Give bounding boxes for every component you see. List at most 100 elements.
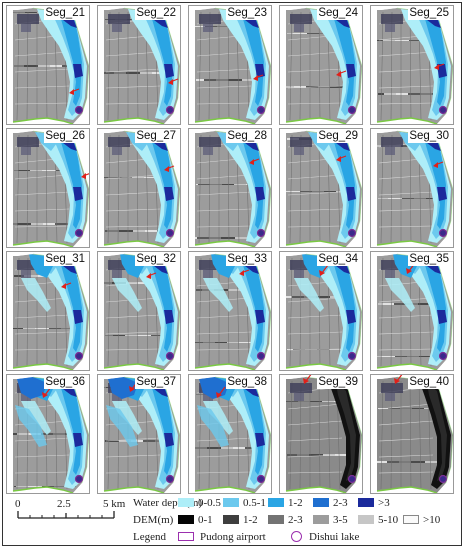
dem-class-label: >10 [423, 514, 441, 526]
flood-map [12, 253, 89, 370]
dishui-lake-symbol [291, 531, 302, 542]
segment-label: Seg_23 [226, 7, 268, 20]
segment-label: Seg_33 [226, 253, 268, 266]
inundation-arrow [216, 386, 226, 398]
flood-map [285, 253, 362, 370]
inundation-arrow [168, 78, 179, 85]
segment-label: Seg_36 [44, 376, 86, 389]
segment-label: Seg_24 [317, 7, 359, 20]
map-panel: Seg_29 [279, 128, 363, 248]
scale-bar [17, 511, 115, 519]
inundation-arrow [61, 282, 72, 289]
segment-label: Seg_28 [226, 130, 268, 143]
map-panel: Seg_27 [97, 128, 181, 248]
water-depth-class-label: 0.5-1 [243, 497, 266, 509]
water-depth-swatch [223, 498, 239, 507]
flood-map [376, 130, 453, 247]
dishui-lake-marker [74, 228, 84, 238]
inundation-arrow [336, 155, 347, 162]
map-panel: Seg_35 [370, 251, 454, 371]
flood-map [285, 7, 362, 124]
dem-swatch [178, 515, 194, 524]
dem-swatch [358, 515, 374, 524]
scale-label-0: 0 [15, 498, 21, 510]
pudong-airport-label: Pudong airport [200, 531, 266, 543]
segment-label: Seg_37 [135, 376, 177, 389]
flood-map [285, 130, 362, 247]
dishui-lake-marker [256, 228, 266, 238]
inundation-arrow [434, 63, 445, 70]
segment-label: Seg_27 [135, 130, 177, 143]
dishui-lake-marker [347, 474, 357, 484]
segment-label: Seg_34 [317, 253, 359, 266]
dishui-lake-marker [347, 351, 357, 361]
inundation-arrow [69, 88, 80, 95]
inundation-arrow [336, 70, 347, 77]
dem-swatch [268, 515, 284, 524]
inundation-arrow [146, 272, 157, 279]
inundation-arrow [394, 375, 403, 384]
segment-label: Seg_30 [408, 130, 450, 143]
segment-label: Seg_38 [226, 376, 268, 389]
segment-label: Seg_40 [408, 376, 450, 389]
segment-label: Seg_35 [408, 253, 450, 266]
map-panel: Seg_31 [6, 251, 90, 371]
flood-map [103, 130, 180, 247]
flood-map [376, 375, 453, 493]
scale-label-mid: 2.5 [57, 498, 71, 510]
flood-map [194, 7, 271, 124]
map-panel: Seg_39 [279, 374, 363, 494]
dishui-lake-marker [74, 105, 84, 115]
water-depth-swatch [268, 498, 284, 507]
dishui-lake-marker [165, 474, 175, 484]
segment-label: Seg_29 [317, 130, 359, 143]
dem-class-label: 0-1 [198, 514, 213, 526]
map-panel: Seg_40 [370, 374, 454, 494]
map-panel: Seg_22 [97, 5, 181, 125]
map-panel: Seg_26 [6, 128, 90, 248]
dishui-lake-marker [347, 228, 357, 238]
flood-map [376, 7, 453, 124]
dishui-lake-label: Dishui lake [309, 531, 360, 543]
dishui-lake-marker [438, 351, 448, 361]
segment-label: Seg_25 [408, 7, 450, 20]
dem-swatch [403, 515, 419, 524]
map-panel: Seg_33 [188, 251, 272, 371]
dishui-lake-marker [256, 105, 266, 115]
legend: 0 2.5 5 km Water depth(m) DEM(m) Legend … [0, 492, 466, 550]
flood-map [103, 253, 180, 370]
dishui-lake-marker [438, 105, 448, 115]
inundation-arrow [239, 269, 250, 276]
segment-label: Seg_32 [135, 253, 177, 266]
pudong-airport-symbol [178, 532, 194, 541]
inundation-arrow [303, 375, 312, 384]
water-depth-class-label: >3 [378, 497, 390, 509]
dishui-lake-marker [256, 351, 266, 361]
dishui-lake-marker [438, 228, 448, 238]
map-panel: Seg_38 [188, 374, 272, 494]
segment-label: Seg_39 [317, 376, 359, 389]
inundation-arrow [253, 74, 264, 81]
map-panel: Seg_25 [370, 5, 454, 125]
map-panel: Seg_23 [188, 5, 272, 125]
dem-class-label: 2-3 [288, 514, 303, 526]
segment-label: Seg_22 [135, 7, 177, 20]
water-depth-swatch [358, 498, 374, 507]
inundation-arrow [164, 165, 175, 172]
flood-map [12, 130, 89, 247]
segment-label: Seg_21 [44, 7, 86, 20]
map-panel: Seg_24 [279, 5, 363, 125]
dem-swatch [313, 515, 329, 524]
scale-label-max: 5 km [103, 498, 126, 510]
flood-map [103, 376, 180, 493]
dishui-lake-marker [438, 474, 448, 484]
flood-map [376, 253, 453, 370]
dem-class-label: 3-5 [333, 514, 348, 526]
flood-map [194, 253, 271, 370]
inundation-arrow [433, 161, 444, 168]
map-panel: Seg_36 [6, 374, 90, 494]
water-depth-swatch [178, 498, 194, 507]
map-panel: Seg_30 [370, 128, 454, 248]
water-depth-class-label: 0-0.5 [198, 497, 221, 509]
dishui-lake-marker [347, 105, 357, 115]
